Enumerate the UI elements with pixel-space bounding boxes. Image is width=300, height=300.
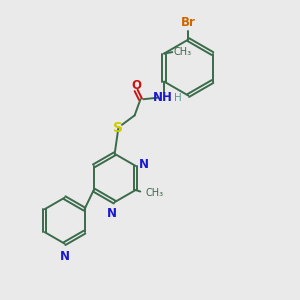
Text: CH₃: CH₃	[174, 47, 192, 57]
Text: NH: NH	[153, 91, 172, 104]
Text: CH₃: CH₃	[145, 188, 164, 198]
Text: O: O	[131, 80, 141, 92]
Text: N: N	[60, 250, 70, 263]
Text: N: N	[107, 207, 117, 220]
Text: H: H	[174, 93, 182, 103]
Text: N: N	[139, 158, 149, 171]
Text: S: S	[113, 121, 123, 135]
Text: Br: Br	[181, 16, 196, 29]
